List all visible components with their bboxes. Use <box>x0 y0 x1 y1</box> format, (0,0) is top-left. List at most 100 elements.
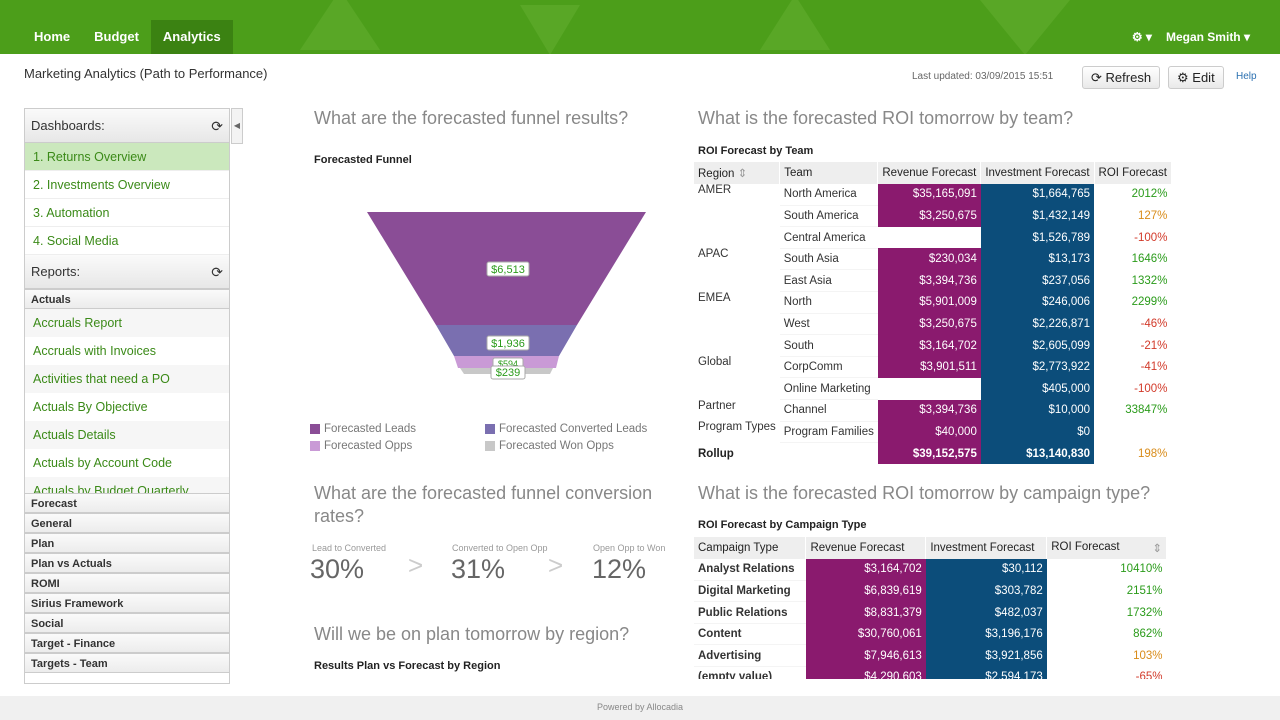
section-target-finance[interactable]: Target - Finance <box>25 633 229 653</box>
top-bar: Home Budget Analytics ⚙ ▾ Megan Smith ▾ <box>0 0 1280 54</box>
dashboards-header: Dashboards: ⟳ <box>25 109 229 143</box>
rollup-investment: $13,140,830 <box>980 442 1095 465</box>
section-targets-team[interactable]: Targets - Team <box>25 653 229 673</box>
report-item[interactable]: Actuals Details <box>25 421 229 449</box>
user-menu[interactable]: Megan Smith ▾ <box>1165 30 1250 44</box>
table-row: Partner Channel $3,394,736 $10,000 33847% <box>694 399 1171 422</box>
section-romi[interactable]: ROMI <box>25 573 229 593</box>
roi-cell: -41% <box>1140 361 1168 374</box>
report-item[interactable]: Actuals By Objective <box>33 400 148 414</box>
col-revenue[interactable]: Revenue Forecast <box>877 162 982 184</box>
edit-button[interactable]: ⚙ Edit <box>1168 66 1224 89</box>
report-item[interactable]: Actuals by Budget Quarterly <box>25 477 229 493</box>
roi-cell: 2151% <box>1126 584 1163 597</box>
settings-gear-icon[interactable]: ⚙ ▾ <box>1131 30 1152 44</box>
table-row: APAC South Asia $230,034 $13,173 1646% <box>694 248 1171 271</box>
section-plan[interactable]: Plan <box>25 533 229 553</box>
legend-item[interactable]: Forecasted Converted Leads <box>485 423 647 435</box>
investment-cell: $1,526,789 <box>980 226 1095 249</box>
section-actuals[interactable]: Actuals <box>25 289 229 309</box>
sort-icon[interactable]: ⇕ <box>737 167 748 180</box>
region-cell <box>694 227 780 249</box>
legend-item[interactable]: Forecasted Leads <box>310 423 416 435</box>
revenue-cell <box>878 227 981 249</box>
col-investment[interactable]: Investment Forecast <box>925 537 1048 559</box>
col-roi[interactable]: ROI Forecast ⇕ <box>1046 537 1167 559</box>
col-region[interactable]: Region ⇕ <box>694 162 781 184</box>
team-cell: Central America <box>779 226 878 249</box>
roi-campaign-question: What is the forecasted ROI tomorrow by c… <box>698 483 1151 503</box>
revenue-cell: $40,000 <box>877 421 981 443</box>
sort-icon[interactable]: ⇕ <box>1152 542 1162 555</box>
campaign-type-cell: Advertising <box>694 644 806 668</box>
help-link[interactable]: Help <box>1236 71 1257 82</box>
investment-cell: $246,006 <box>980 291 1095 314</box>
col-revenue[interactable]: Revenue Forecast <box>805 537 927 559</box>
dashboard-item[interactable]: 2. Investments Overview <box>25 171 229 199</box>
roi-campaign-subtitle: ROI Forecast by Campaign Type <box>698 519 867 531</box>
report-item[interactable]: Activities that need a PO <box>25 365 229 393</box>
investment-cell: $482,037 <box>925 601 1047 624</box>
roi-cell: 862% <box>1133 628 1163 641</box>
refresh-icon[interactable]: ⟳ <box>211 118 223 134</box>
table-row: Public Relations $8,831,379 $482,037 1732% <box>694 601 1167 624</box>
investment-cell: $30,112 <box>925 558 1047 581</box>
revenue-cell: $3,901,511 <box>877 356 981 378</box>
revenue-cell: $4,290,603 <box>805 666 926 679</box>
col-investment[interactable]: Investment Forecast <box>980 162 1095 184</box>
investment-cell: $3,196,176 <box>925 623 1047 645</box>
section-plan-vs-actuals[interactable]: Plan vs Actuals <box>25 553 229 573</box>
region-cell <box>694 205 780 227</box>
investment-cell: $1,432,149 <box>980 205 1095 227</box>
section-sirius[interactable]: Sirius Framework <box>25 593 229 613</box>
region-cell: Global <box>698 356 732 369</box>
nav-analytics[interactable]: Analytics <box>150 20 233 54</box>
collapse-sidebar-icon[interactable]: ◀ <box>231 108 243 144</box>
roi-cell: -46% <box>1140 317 1168 330</box>
col-roi[interactable]: ROI Forecast <box>1094 162 1172 184</box>
legend-item[interactable]: Forecasted Opps <box>310 440 412 452</box>
nav-budget[interactable]: Budget <box>94 29 139 44</box>
table-row: Analyst Relations $3,164,702 $30,112 10410% <box>694 558 1167 581</box>
funnel-label-leads: $6,513 <box>491 264 525 276</box>
section-general[interactable]: General <box>25 513 229 533</box>
section-social[interactable]: Social <box>25 613 229 633</box>
table-row: Content $30,760,061 $3,196,176 862% <box>694 623 1167 646</box>
conversion-question: What are the forecasted funnel conversio… <box>314 483 653 526</box>
roi-campaign-scroll[interactable]: Campaign Type Revenue Forecast Investmen… <box>694 537 1169 679</box>
section-forecast[interactable]: Forecast <box>25 493 229 513</box>
refresh-icon[interactable]: ⟳ <box>211 264 223 280</box>
reports-header: Reports: ⟳ <box>25 255 229 289</box>
refresh-button[interactable]: ⟳ Refresh <box>1082 66 1161 89</box>
dashboard-item[interactable]: 3. Automation <box>25 199 229 227</box>
roi-cell: 10410% <box>1120 563 1163 576</box>
investment-cell: $2,226,871 <box>980 313 1095 335</box>
conversion-label: Converted to Open Opp <box>452 543 548 553</box>
dashboard-item[interactable]: 1. Returns Overview <box>25 143 229 171</box>
region-cell <box>694 270 780 292</box>
campaign-type-cell: Content <box>694 623 806 646</box>
roi-team-subtitle: ROI Forecast by Team <box>698 145 814 157</box>
revenue-cell: $3,164,702 <box>877 334 981 357</box>
roi-cell: 127% <box>1138 209 1168 222</box>
investment-cell: $10,000 <box>980 399 1095 422</box>
legend-item[interactable]: Forecasted Won Opps <box>485 440 614 452</box>
conversion-label: Lead to Converted <box>312 543 387 553</box>
main-nav: Home Budget Analytics <box>22 20 233 54</box>
dashboard-item[interactable]: 4. Social Media <box>25 227 229 255</box>
funnel-label-converted: $1,936 <box>491 338 525 350</box>
gear-icon: ⚙ <box>1177 70 1189 85</box>
nav-home[interactable]: Home <box>34 29 71 44</box>
revenue-cell: $230,034 <box>877 248 981 270</box>
report-item[interactable]: Actuals by Account Code <box>33 456 172 470</box>
col-campaign-type[interactable]: Campaign Type <box>694 537 807 559</box>
team-cell: South Asia <box>779 248 878 271</box>
col-team[interactable]: Team <box>779 162 879 184</box>
conversion-value: 12% <box>592 554 647 584</box>
revenue-cell: $3,250,675 <box>877 313 981 335</box>
report-item[interactable]: Accruals Report <box>25 309 229 337</box>
team-cell: East Asia <box>779 269 878 293</box>
roi-campaign-table: Campaign Type Revenue Forecast Investmen… <box>694 537 1167 679</box>
roi-cell: -65% <box>1135 671 1163 679</box>
report-item[interactable]: Accruals with Invoices <box>33 344 156 358</box>
